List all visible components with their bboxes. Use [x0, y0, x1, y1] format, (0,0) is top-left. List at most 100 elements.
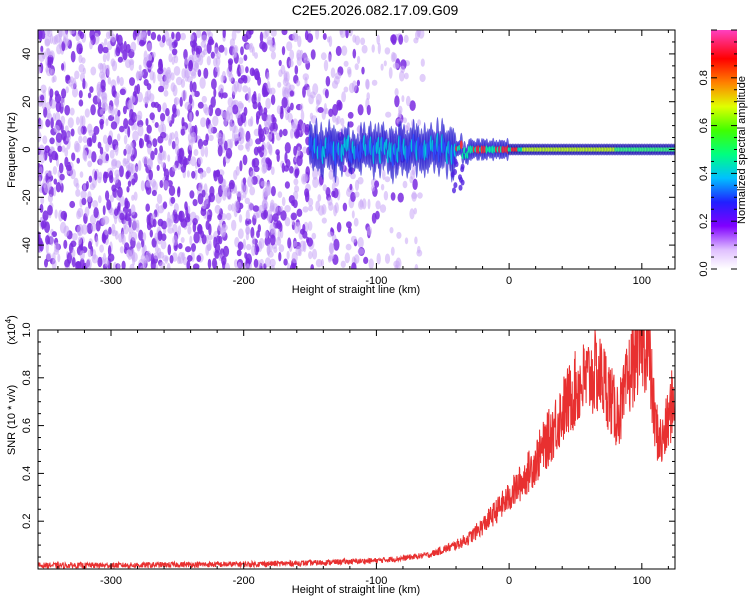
noise-blob — [65, 86, 69, 94]
noise-blob — [38, 130, 42, 143]
noise-blob — [297, 146, 301, 157]
noise-blob — [284, 205, 291, 213]
noise-blob — [45, 235, 50, 245]
noise-blob — [290, 102, 294, 111]
noise-blob — [195, 110, 199, 117]
noise-blob — [113, 176, 119, 184]
noise-blob — [222, 30, 226, 39]
noise-blob — [181, 68, 186, 79]
noise-blob — [244, 184, 248, 195]
noise-blob — [330, 67, 336, 78]
noise-blob — [199, 77, 206, 89]
noise-blob — [253, 91, 257, 101]
noise-blob — [296, 154, 303, 167]
noise-blob — [308, 251, 313, 260]
noise-blob — [44, 145, 51, 153]
noise-blob — [208, 36, 214, 45]
noise-blob — [232, 99, 239, 107]
noise-blob — [47, 205, 53, 216]
noise-blob — [85, 181, 89, 190]
noise-blob — [108, 207, 115, 216]
noise-blob — [232, 45, 239, 54]
spectrogram-y-ticks: -40 -20 0 20 40 — [21, 29, 675, 270]
noise-blob — [237, 77, 245, 84]
noise-blob — [368, 258, 374, 269]
noise-blob — [315, 258, 323, 268]
noise-blob — [81, 224, 88, 235]
noise-blob — [129, 146, 135, 156]
noise-blob — [278, 251, 282, 262]
noise-blob — [197, 156, 203, 165]
noise-blob — [99, 108, 104, 115]
noise-blob — [105, 153, 109, 162]
noise-blob — [419, 73, 426, 83]
noise-blob — [147, 30, 151, 37]
noise-blob — [349, 183, 353, 191]
noise-blob — [79, 171, 84, 178]
noise-blob — [72, 77, 77, 89]
noise-blob — [135, 166, 139, 173]
noise-blob — [186, 170, 190, 178]
noise-blob — [123, 148, 127, 156]
noise-blob — [188, 94, 193, 105]
noise-blob — [295, 129, 300, 138]
noise-blob — [89, 86, 94, 93]
y-tick-label: 0 — [21, 146, 33, 152]
x-tick-label: -100 — [365, 275, 387, 287]
noise-blob — [69, 200, 76, 209]
noise-blob — [201, 189, 206, 198]
noise-blob — [120, 42, 124, 54]
noise-blob — [149, 112, 155, 121]
noise-blob — [122, 49, 128, 61]
noise-blob — [138, 64, 142, 71]
x-tick-label: 0 — [506, 575, 512, 587]
noise-blob — [414, 263, 419, 269]
noise-blob — [157, 230, 163, 242]
noise-blob — [402, 180, 408, 189]
noise-blob — [89, 183, 95, 191]
noise-blob — [300, 110, 305, 122]
y-tick-label: -20 — [21, 189, 33, 205]
noise-blob — [414, 236, 418, 245]
noise-blob — [197, 223, 203, 234]
noise-blob — [47, 30, 53, 38]
y-tick-label: 20 — [21, 96, 33, 108]
noise-blob — [107, 76, 112, 85]
noise-blob — [171, 113, 175, 124]
noise-blob — [277, 191, 283, 199]
noise-blob — [51, 76, 55, 83]
noise-blob — [231, 83, 238, 96]
noise-blob — [84, 206, 90, 217]
noise-blob — [207, 214, 212, 222]
noise-blob — [152, 51, 156, 58]
noise-blob — [247, 202, 254, 212]
y-tick-label: 0.8 — [21, 370, 33, 385]
noise-blob — [177, 225, 182, 236]
noise-blob — [119, 88, 126, 96]
noise-blob — [281, 30, 288, 36]
noise-blob — [174, 136, 180, 146]
noise-blob — [321, 204, 327, 215]
noise-blob — [257, 93, 261, 102]
noise-blob — [63, 212, 67, 222]
noise-blob — [77, 125, 83, 136]
noise-blob — [78, 90, 83, 99]
noise-blob — [71, 257, 76, 268]
noise-blob — [191, 170, 196, 179]
noise-blob — [347, 111, 354, 119]
noise-blob — [186, 260, 191, 269]
noise-blob — [237, 144, 244, 151]
noise-blob — [38, 166, 43, 175]
noise-blob — [218, 174, 224, 185]
noise-blob — [245, 66, 249, 74]
noise-blob — [212, 257, 217, 269]
noise-blob — [201, 34, 208, 43]
noise-blob — [370, 185, 375, 192]
noise-blob — [110, 58, 116, 67]
noise-blob — [190, 34, 195, 42]
noise-blob — [105, 31, 111, 40]
noise-blob — [184, 101, 191, 110]
noise-blob — [182, 156, 187, 169]
noise-blob — [162, 150, 167, 161]
noise-blob — [231, 30, 237, 41]
